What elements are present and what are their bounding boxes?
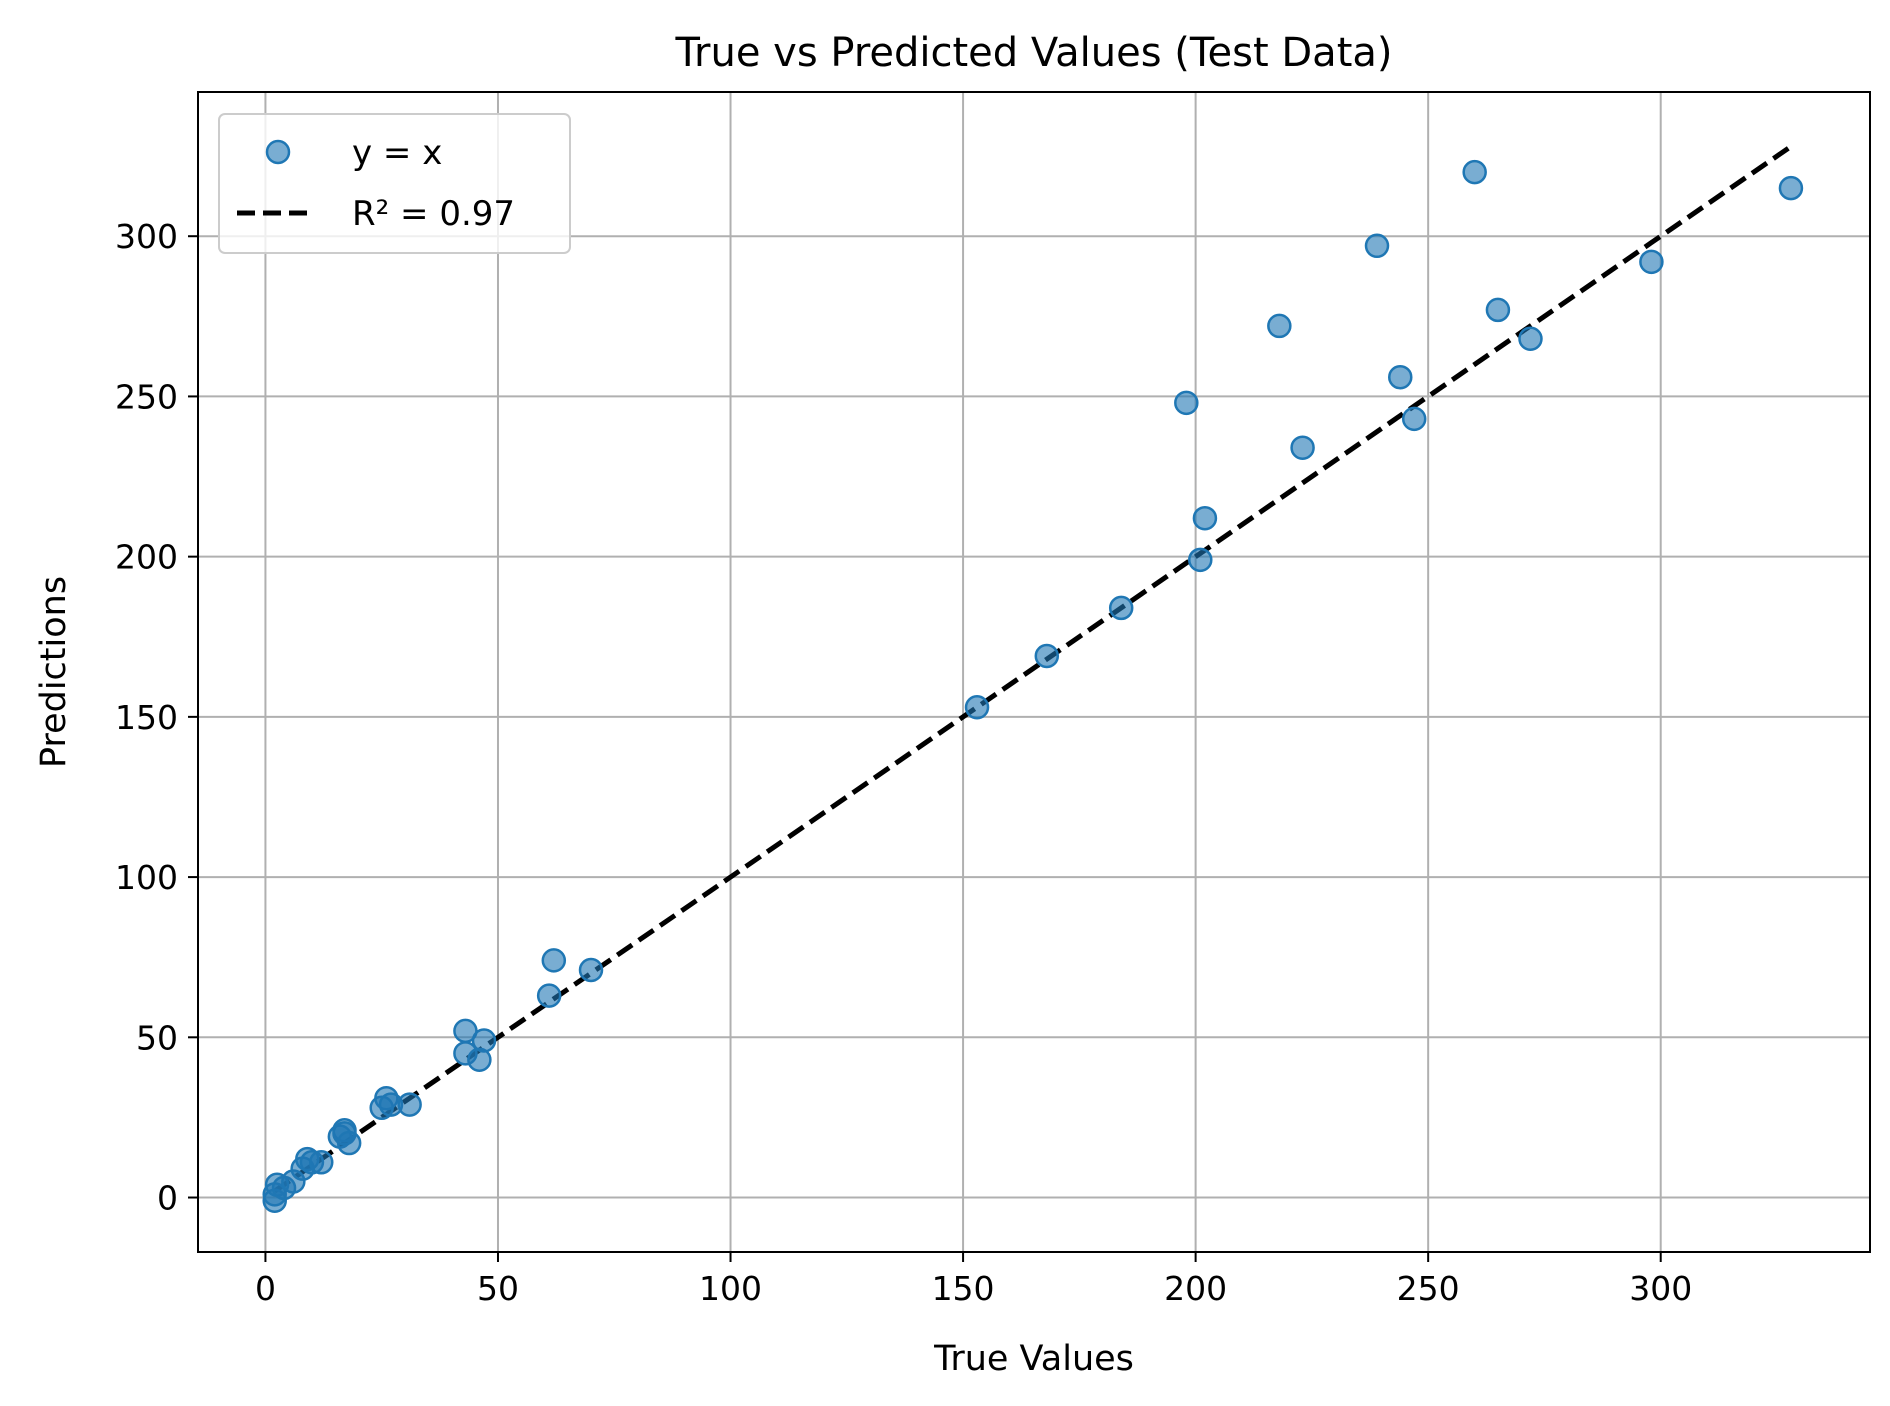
data-point xyxy=(536,983,562,1008)
data-point xyxy=(578,957,604,983)
grid-lines xyxy=(198,92,1870,1252)
reference-line xyxy=(273,144,1793,1194)
legend: y = x R² = 0.97 xyxy=(218,113,571,254)
x-axis-label: True Values xyxy=(933,1339,1134,1379)
data-point xyxy=(1462,159,1487,185)
data-point xyxy=(1188,547,1213,573)
y-tick-label: 250 xyxy=(115,377,178,416)
reference-line-layer xyxy=(273,144,1793,1194)
y-tick-label: 50 xyxy=(136,1018,178,1057)
y-tick-label: 100 xyxy=(115,858,178,897)
x-tick-label: 0 xyxy=(255,1269,276,1308)
axis-ticks: 0 50 100 150 200 250 300 0 50 100 150 200 250 300 xyxy=(115,217,1692,1308)
data-point xyxy=(1290,435,1315,460)
legend-marker-scatter xyxy=(265,139,291,165)
data-point xyxy=(1364,233,1390,259)
x-tick-label: 300 xyxy=(1629,1269,1692,1308)
data-point xyxy=(308,1150,334,1175)
y-axis-label: Predictions xyxy=(34,576,74,768)
y-tick-label: 300 xyxy=(115,217,178,256)
y-tick-label: 200 xyxy=(115,538,178,577)
data-point xyxy=(1267,313,1292,339)
data-point xyxy=(397,1092,422,1117)
data-point xyxy=(1388,364,1413,390)
plot-area-frame xyxy=(197,91,1871,1253)
data-point xyxy=(471,1028,497,1053)
data-point xyxy=(1639,249,1664,275)
data-point xyxy=(541,948,567,973)
y-tick-label: 0 xyxy=(157,1179,178,1218)
legend-label-scatter: y = x xyxy=(352,133,442,173)
data-point xyxy=(964,694,990,720)
x-tick-label: 100 xyxy=(699,1269,762,1308)
x-tick-label: 200 xyxy=(1164,1269,1227,1308)
data-point xyxy=(1174,390,1199,416)
legend-box xyxy=(218,113,571,254)
legend-label-line: R² = 0.97 xyxy=(352,194,515,234)
data-point xyxy=(336,1130,362,1156)
x-tick-label: 50 xyxy=(477,1269,519,1308)
y-tick-label: 150 xyxy=(115,698,178,737)
data-points xyxy=(262,159,1804,1213)
data-point xyxy=(1518,326,1543,351)
data-point xyxy=(1034,643,1060,669)
x-tick-label: 150 xyxy=(932,1269,995,1308)
chart-title: True vs Predicted Values (Test Data) xyxy=(675,30,1393,76)
x-tick-label: 250 xyxy=(1397,1269,1460,1308)
data-point xyxy=(1778,175,1804,201)
data-point xyxy=(1401,406,1427,432)
data-point xyxy=(1108,595,1134,621)
data-point xyxy=(1485,297,1511,323)
data-point xyxy=(1192,505,1218,531)
